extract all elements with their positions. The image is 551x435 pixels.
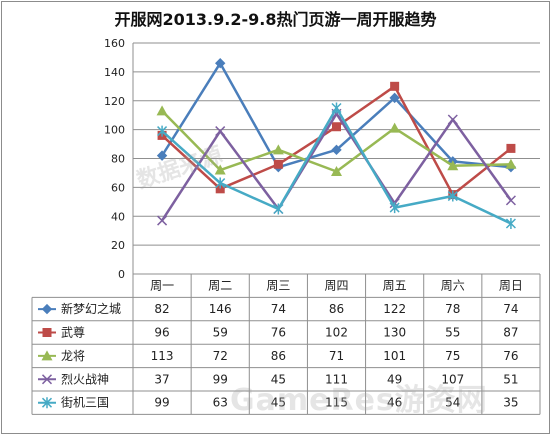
table-value: 37 bbox=[154, 372, 169, 386]
data-point bbox=[505, 195, 516, 206]
table-value: 46 bbox=[387, 396, 402, 410]
y-tick-label: 100 bbox=[104, 124, 125, 137]
x-tick-label: 周二 bbox=[208, 279, 232, 293]
table-value: 146 bbox=[209, 302, 232, 316]
x-tick-label: 周一 bbox=[150, 279, 174, 293]
data-point bbox=[215, 184, 225, 194]
x-tick-label: 周六 bbox=[441, 279, 465, 293]
data-point bbox=[389, 122, 401, 133]
data-point bbox=[157, 125, 168, 137]
y-tick-label: 120 bbox=[104, 95, 125, 108]
table-value: 54 bbox=[445, 396, 460, 410]
data-point bbox=[272, 144, 284, 155]
legend-label: 新梦幻之城 bbox=[61, 301, 121, 316]
legend-label: 武尊 bbox=[61, 325, 85, 340]
series-lines bbox=[156, 58, 517, 229]
y-tick-label: 40 bbox=[111, 210, 125, 223]
table-value: 45 bbox=[271, 372, 286, 386]
table-value: 86 bbox=[271, 349, 286, 363]
table-value: 74 bbox=[503, 302, 518, 316]
table-value: 130 bbox=[383, 326, 406, 340]
data-point bbox=[331, 102, 342, 114]
table-value: 55 bbox=[445, 326, 460, 340]
data-point bbox=[156, 105, 168, 116]
data-point bbox=[215, 58, 226, 69]
table-value: 63 bbox=[213, 396, 228, 410]
table-value: 96 bbox=[154, 326, 169, 340]
x-tick-label: 周五 bbox=[383, 279, 407, 293]
data-point bbox=[273, 159, 283, 169]
y-tick-label: 140 bbox=[104, 66, 125, 79]
legend-label: 烈火战神 bbox=[61, 372, 109, 386]
table-value: 102 bbox=[325, 326, 348, 340]
table-value: 35 bbox=[503, 396, 518, 410]
table-value: 111 bbox=[325, 372, 348, 386]
y-tick-label: 20 bbox=[111, 239, 125, 252]
y-axis-ticks: 0 20 40 60 80 100 120 140 160 bbox=[104, 37, 125, 281]
table-value: 99 bbox=[213, 372, 228, 386]
data-point bbox=[389, 92, 400, 104]
table-value: 59 bbox=[213, 326, 228, 340]
legend-label: 龙将 bbox=[61, 349, 85, 363]
table-value: 107 bbox=[441, 372, 464, 386]
y-tick-label: 80 bbox=[111, 153, 125, 166]
table-value: 76 bbox=[271, 326, 286, 340]
table-value: 122 bbox=[383, 302, 406, 316]
data-point bbox=[505, 158, 517, 169]
y-tick-label: 0 bbox=[118, 268, 125, 281]
y-tick-label: 60 bbox=[111, 181, 125, 194]
table-value: 115 bbox=[325, 396, 348, 410]
y-tick-label: 160 bbox=[104, 37, 125, 50]
data-point bbox=[389, 202, 400, 214]
data-point bbox=[332, 122, 341, 132]
table-value: 74 bbox=[271, 302, 286, 316]
data-point bbox=[506, 143, 516, 153]
table-value: 51 bbox=[503, 372, 518, 386]
table-value: 76 bbox=[503, 349, 518, 363]
chart-title: 开服网2013.9.2-9.8热门页游一周开服趋势 bbox=[114, 10, 437, 29]
data-point bbox=[447, 160, 459, 171]
table-value: 86 bbox=[329, 302, 344, 316]
data-point bbox=[505, 217, 516, 229]
data-point bbox=[331, 144, 342, 156]
data-point bbox=[156, 150, 168, 161]
table-value: 75 bbox=[445, 349, 460, 363]
table-value: 87 bbox=[503, 326, 518, 340]
table-value: 99 bbox=[154, 396, 169, 410]
data-point bbox=[215, 126, 226, 137]
data-point bbox=[447, 114, 458, 125]
data-point bbox=[273, 203, 284, 215]
table-value: 101 bbox=[383, 349, 406, 363]
data-point bbox=[214, 164, 226, 175]
data-point bbox=[447, 190, 458, 202]
x-tick-label: 周四 bbox=[324, 279, 348, 293]
legend-label: 街机三国 bbox=[61, 396, 109, 410]
data-point bbox=[157, 215, 168, 226]
table-value: 78 bbox=[445, 302, 460, 316]
x-tick-label: 周日 bbox=[499, 279, 523, 293]
table-value: 71 bbox=[329, 349, 344, 363]
table-value: 45 bbox=[271, 396, 286, 410]
table-value: 113 bbox=[151, 349, 174, 363]
gridlines bbox=[132, 42, 540, 274]
data-point bbox=[390, 81, 400, 91]
table-value: 49 bbox=[387, 372, 402, 386]
table-value: 82 bbox=[154, 302, 169, 316]
x-tick-label: 周三 bbox=[266, 279, 290, 293]
table-value: 72 bbox=[213, 349, 228, 363]
data-point bbox=[215, 177, 226, 189]
data-point bbox=[331, 165, 342, 176]
